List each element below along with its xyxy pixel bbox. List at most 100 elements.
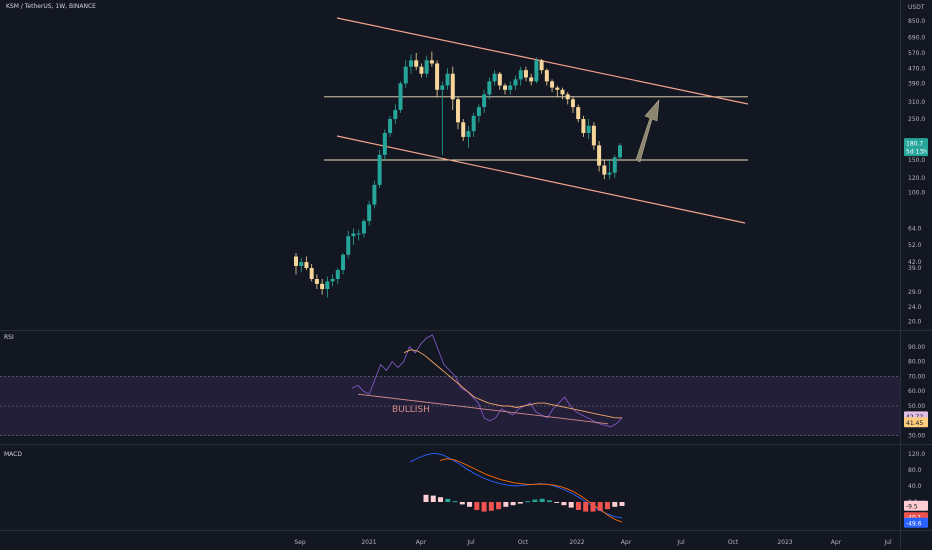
candle-body — [440, 85, 445, 90]
candle-body — [435, 63, 440, 90]
candle-body — [539, 60, 544, 71]
candle-body — [581, 119, 586, 134]
candle-body — [560, 89, 565, 95]
macd-signal-line — [439, 458, 623, 523]
macd-histogram-bar — [467, 502, 473, 507]
price-axis-tick: 310.0 — [908, 99, 925, 106]
candle-body — [309, 268, 314, 280]
descending-channel — [336, 17, 749, 224]
macd-histogram-bar — [481, 502, 487, 512]
candle-body — [325, 281, 330, 290]
rsi-axis-tick: 60.00 — [908, 388, 925, 395]
time-axis-label: Jul — [466, 539, 475, 546]
candle-body — [591, 125, 596, 146]
candle-body — [456, 99, 460, 123]
price-axis-tick: 470.0 — [908, 65, 925, 72]
candle-body — [335, 270, 340, 280]
candle-body — [419, 66, 424, 74]
price-axis-tick: 20.0 — [908, 319, 922, 326]
macd-line — [409, 452, 623, 519]
rsi-axis-tick: 30.00 — [908, 433, 925, 440]
value-tags: 180.75d 13h42.7241.45-9.5-40.1-49.6 — [904, 138, 928, 528]
macd-histogram-bar — [590, 502, 596, 512]
countdown-tag-bg — [904, 146, 928, 157]
candle-body — [461, 122, 466, 137]
rsi-annotation: BULLISH — [392, 405, 430, 415]
time-axis-label: Jul — [883, 539, 892, 546]
time-axis-label: Oct — [728, 539, 739, 546]
time-axis-label: Apr — [831, 539, 842, 546]
time-axis-label: Sep — [294, 539, 306, 546]
macd-histogram-bar — [597, 502, 603, 511]
time-axis-label: Apr — [621, 539, 632, 546]
rsi-axis-tick: 90.00 — [908, 344, 925, 351]
candle-body — [382, 133, 387, 155]
macd-histogram-bar — [583, 502, 589, 512]
macd-hist-value-tag-bg — [904, 500, 928, 511]
candle-body — [529, 77, 534, 82]
candle-body — [597, 145, 602, 166]
price-axis-tick: 29.0 — [908, 289, 922, 296]
price-axis-tick: 850.0 — [908, 18, 925, 25]
candle-body — [476, 107, 481, 116]
macd-histogram-bar — [510, 502, 516, 506]
rsi-ma-value-tag: 41.45 — [906, 420, 923, 427]
macd-pane-title: MACD — [4, 451, 22, 458]
candle-body — [367, 204, 372, 222]
candle-body — [471, 115, 476, 132]
macd-axis-tick: 40.0 — [908, 483, 922, 490]
macd-signal-value-tag: -49.6 — [906, 520, 922, 527]
candle-body — [314, 279, 319, 284]
channel-lower-line — [336, 135, 746, 224]
candle-body — [513, 79, 518, 86]
projection-arrow-shape — [635, 99, 660, 163]
time-axis-label: Oct — [518, 539, 529, 546]
candle-body — [361, 221, 366, 234]
price-axis-tick: 570.0 — [908, 50, 925, 57]
candle-body — [612, 157, 617, 173]
candle-body — [602, 165, 607, 175]
macd-histogram-bar — [438, 497, 444, 502]
candle-body — [388, 119, 393, 134]
macd-histogram-bar — [575, 502, 581, 510]
macd-series — [409, 452, 625, 523]
candle-body — [372, 184, 377, 205]
candle-body — [403, 66, 408, 84]
last-price-tag-bg — [904, 138, 928, 149]
candle-body — [482, 94, 487, 108]
rsi-series: BULLISH — [351, 334, 623, 428]
macd-histogram-bar — [612, 502, 618, 507]
candle-body — [450, 73, 455, 100]
time-axis-label: Apr — [416, 539, 427, 546]
price-axis-tick: 52.0 — [908, 242, 922, 249]
rsi-ma-value-tag-bg — [904, 417, 928, 428]
candle-body — [534, 60, 539, 82]
rsi-ma-line — [403, 349, 622, 419]
macd-signal-value-tag-bg — [904, 517, 928, 528]
candle-body — [487, 81, 492, 95]
candle-body — [299, 262, 304, 266]
candle-body — [341, 254, 346, 271]
price-axis-tick: 100.0 — [908, 190, 925, 197]
candle-body — [508, 85, 513, 90]
macd-histogram-bar — [430, 495, 436, 502]
macd-histogram-bar — [503, 502, 509, 507]
price-axis-tick: 39.0 — [908, 265, 922, 272]
macd-histogram-bar — [619, 502, 625, 506]
candle-body — [466, 131, 471, 137]
candle-body — [429, 60, 434, 64]
projection-arrow — [635, 99, 660, 163]
candle-body — [503, 85, 508, 90]
candle-body — [586, 125, 591, 134]
candle-body — [518, 70, 523, 80]
candle-body — [555, 87, 560, 90]
candle-body — [576, 107, 581, 120]
macd-histogram-bar — [561, 502, 567, 506]
candle-body — [414, 60, 419, 67]
macd-hist-value-tag: -9.5 — [906, 503, 918, 510]
candle-body — [294, 256, 298, 266]
time-axis-label: 2023 — [777, 539, 792, 546]
time-axis-label: 2022 — [569, 539, 584, 546]
rsi-divergence-line — [357, 393, 609, 425]
